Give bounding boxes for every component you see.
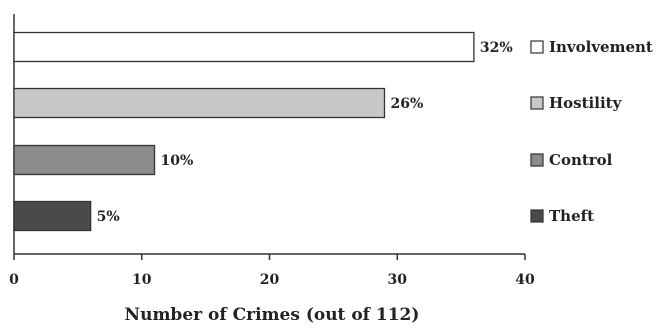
legend-swatch-control (530, 153, 544, 167)
bar-hostility (13, 87, 386, 119)
x-tick-label: 40 (515, 272, 535, 288)
legend-swatch-hostility (530, 96, 544, 110)
bar-theft (13, 200, 92, 232)
data-label-theft: 5% (97, 209, 120, 225)
legend-label-control: Control (549, 151, 613, 169)
legend-label-hostility: Hostility (549, 94, 623, 112)
legend-label-involvement: Involvement (549, 38, 653, 56)
x-tick-label: 30 (388, 272, 408, 288)
x-axis-title: Number of Crimes (out of 112) (125, 305, 420, 325)
data-label-hostility: 26% (390, 96, 423, 112)
legend-swatch-involvement (530, 40, 544, 54)
legend-swatch-theft (530, 209, 544, 223)
legend: Involvement Hostility Control Theft (530, 38, 653, 225)
bars (13, 31, 475, 232)
x-tick-label: 10 (132, 272, 152, 288)
legend-label-theft: Theft (549, 207, 594, 225)
bar-involvement (13, 31, 475, 63)
data-labels: 32% 26% 10% 5% (97, 40, 513, 225)
x-axis-ticks: 0 10 20 30 40 (9, 254, 535, 288)
x-tick-label: 0 (9, 272, 19, 288)
data-label-control: 10% (161, 153, 194, 169)
bar-control (13, 144, 156, 176)
data-label-involvement: 32% (480, 40, 513, 56)
x-tick-label: 20 (260, 272, 280, 288)
